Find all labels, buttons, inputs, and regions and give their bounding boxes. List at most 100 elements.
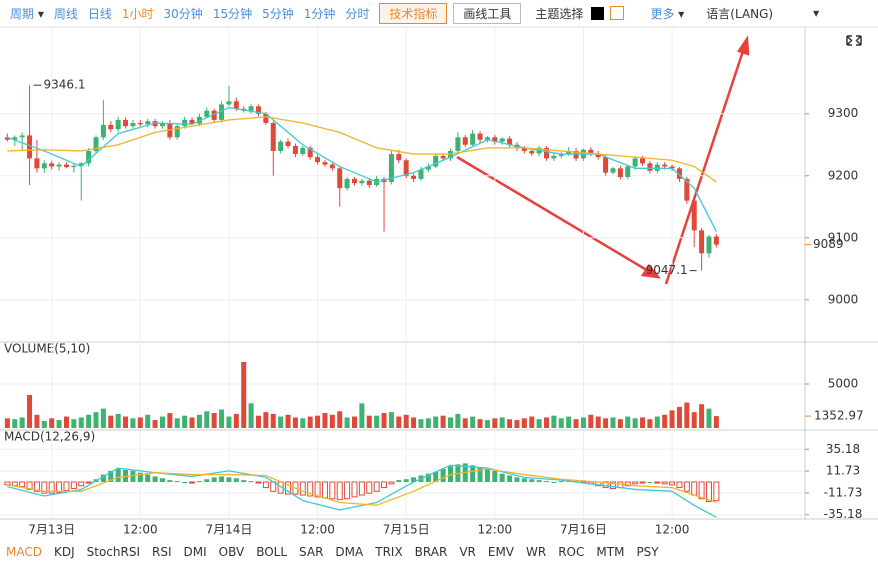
candle-body bbox=[544, 147, 550, 159]
indicator-tab[interactable]: VR bbox=[459, 545, 476, 559]
macd-bar bbox=[241, 480, 247, 483]
indicator-tab[interactable]: ROC bbox=[558, 545, 585, 559]
volume-bar bbox=[12, 419, 18, 428]
theme-light[interactable] bbox=[610, 6, 625, 20]
period-item[interactable]: 1分钟 bbox=[303, 6, 336, 21]
volume-bar bbox=[669, 410, 675, 428]
candle-body bbox=[211, 110, 217, 120]
candle-body bbox=[595, 153, 601, 158]
period-item[interactable]: 15分钟 bbox=[212, 6, 253, 21]
candle-body bbox=[63, 164, 69, 168]
indicator-tab[interactable]: SAR bbox=[299, 545, 324, 559]
macd-bar bbox=[499, 473, 505, 483]
indicator-tab[interactable]: BRAR bbox=[414, 545, 448, 559]
macd-bar bbox=[85, 481, 92, 484]
volume-bar bbox=[647, 419, 653, 428]
volume-bar bbox=[189, 417, 195, 428]
macd-bar bbox=[698, 481, 705, 500]
drawing-button[interactable]: 画线工具 bbox=[453, 2, 522, 24]
indicator-tab[interactable]: MACD bbox=[6, 545, 42, 559]
volume-bar bbox=[159, 416, 165, 428]
low-label: 9047.1 bbox=[646, 263, 688, 277]
candle-body bbox=[388, 154, 394, 182]
macd-bar bbox=[484, 468, 490, 483]
macd-bar bbox=[381, 481, 388, 489]
last-price-label: 9089 bbox=[813, 237, 844, 251]
volume-bar bbox=[603, 418, 609, 428]
volume-bar bbox=[566, 416, 572, 428]
candle-body bbox=[492, 137, 498, 142]
indicator-button[interactable]: 技术指标 bbox=[379, 2, 448, 24]
y-tick-label: 9200 bbox=[828, 168, 859, 182]
theme-dark[interactable] bbox=[591, 6, 605, 20]
indicator-tab[interactable]: EMV bbox=[487, 545, 515, 559]
indicator-tab[interactable]: PSY bbox=[636, 545, 659, 559]
volume-bar bbox=[499, 417, 505, 428]
period-item[interactable]: 周线 bbox=[53, 6, 78, 21]
candle-body bbox=[566, 150, 572, 155]
candles bbox=[4, 85, 720, 503]
period-label: 周期 bbox=[10, 6, 35, 21]
volume-bar bbox=[196, 414, 202, 428]
candle-body bbox=[115, 119, 121, 130]
candle-body bbox=[278, 141, 284, 151]
candle-body bbox=[123, 119, 129, 127]
period-item[interactable]: 1小时 bbox=[121, 6, 154, 21]
indicator-tab[interactable]: WR bbox=[526, 545, 547, 559]
candle-body bbox=[4, 137, 10, 140]
macd-bar bbox=[492, 470, 498, 483]
macd-bar bbox=[226, 477, 232, 483]
volume-bar bbox=[19, 417, 25, 428]
candle-body bbox=[315, 157, 321, 163]
volume-bar bbox=[137, 417, 143, 428]
volume-bar bbox=[713, 416, 719, 428]
candle-body bbox=[499, 138, 505, 142]
volume-bar bbox=[366, 415, 372, 428]
volume-bar bbox=[396, 416, 402, 428]
volume-bar bbox=[640, 417, 646, 428]
macd-bar bbox=[255, 481, 262, 484]
volume-bar bbox=[115, 413, 121, 428]
macd-bar bbox=[174, 481, 180, 483]
period-item[interactable]: 30分钟 bbox=[163, 6, 203, 21]
fullscreen-icon[interactable] bbox=[846, 35, 862, 46]
macd-bar bbox=[56, 481, 63, 493]
candle-body bbox=[12, 137, 18, 140]
more-menu[interactable]: 更多 ▾ bbox=[650, 6, 685, 21]
volume-bar bbox=[654, 416, 660, 428]
y-tick-label: 9000 bbox=[828, 292, 859, 306]
macd-bar bbox=[551, 482, 557, 484]
indicator-tab[interactable]: OBV bbox=[218, 545, 245, 559]
indicator-tab[interactable]: MTM bbox=[596, 545, 625, 559]
period-item[interactable]: 5分钟 bbox=[262, 6, 294, 21]
volume-bar bbox=[411, 417, 417, 428]
candle-body bbox=[56, 164, 62, 167]
volume-bar bbox=[610, 417, 616, 428]
indicator-tab[interactable]: DMI bbox=[183, 545, 207, 559]
language-arrow[interactable]: ▾ bbox=[813, 6, 820, 20]
macd-bar bbox=[248, 481, 254, 483]
indicator-tab[interactable]: KDJ bbox=[53, 545, 75, 559]
indicator-tab[interactable]: DMA bbox=[335, 545, 364, 559]
period-item[interactable]: 日线 bbox=[87, 6, 112, 21]
indicator-tab[interactable]: TRIX bbox=[375, 545, 403, 559]
indicator-line bbox=[7, 468, 717, 506]
candle-body bbox=[351, 178, 357, 184]
indicator-tab[interactable]: BOLL bbox=[256, 545, 288, 559]
indicator-tab[interactable]: RSI bbox=[152, 545, 172, 559]
period-item[interactable]: 分时 bbox=[345, 6, 370, 21]
indicator-tab[interactable]: StochRSI bbox=[86, 545, 141, 559]
macd-bar bbox=[661, 481, 668, 485]
volume-bar bbox=[617, 419, 623, 428]
language-menu[interactable]: 语言(LANG) bbox=[706, 6, 774, 21]
macd-bar bbox=[632, 481, 639, 485]
volume-bar bbox=[374, 415, 380, 428]
period-menu[interactable]: 周期 ▾ bbox=[10, 6, 44, 21]
y-tick-label: 9300 bbox=[828, 106, 859, 120]
volume-bar bbox=[41, 420, 47, 428]
volume-bar bbox=[433, 416, 439, 428]
candle-body bbox=[49, 163, 55, 167]
macd-bar bbox=[137, 472, 143, 483]
macd-bar bbox=[189, 481, 196, 484]
